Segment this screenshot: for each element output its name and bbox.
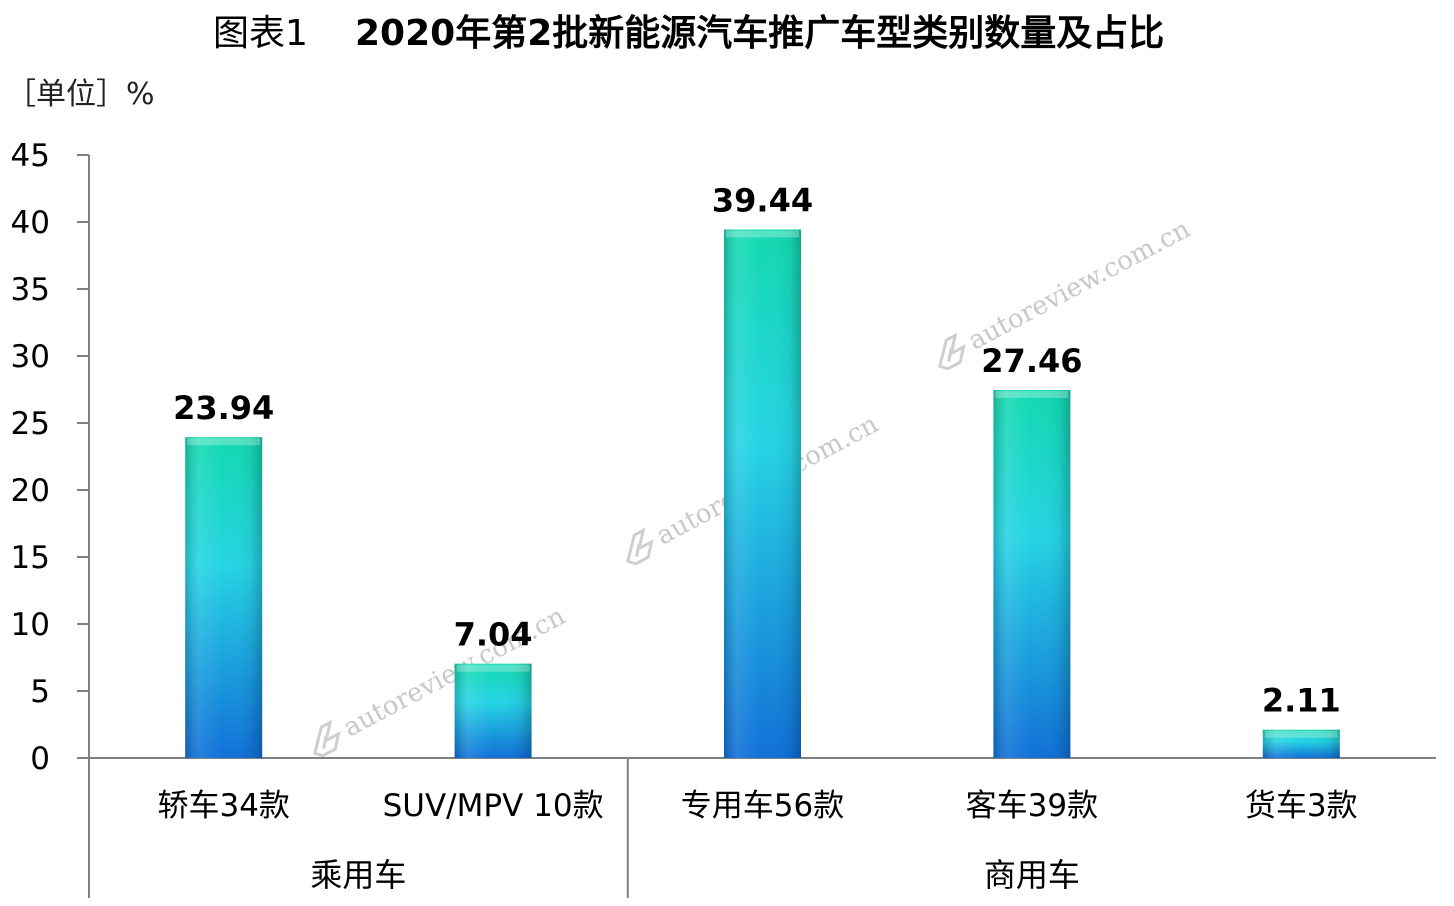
y-tick-label: 20 [11,473,50,509]
group-label: 商用车 [984,856,1080,894]
data-label: 23.94 [173,389,274,427]
y-tick-label: 5 [30,674,50,710]
category-label: SUV/MPV 10款 [383,788,604,824]
y-tick-label: 45 [11,138,50,174]
bar-highlight [187,438,261,446]
unit-label: ［单位］% [6,77,155,112]
data-label: 2.11 [1262,682,1341,720]
watermark-text: autoreview.com.cn [964,214,1196,356]
bar-highlight [726,230,799,238]
category-label: 客车39款 [966,788,1098,824]
category-label: 轿车34款 [157,788,289,824]
y-tick-label: 0 [30,741,50,777]
data-label: 39.44 [712,182,813,220]
bar-sheen [724,229,801,758]
watermark-logo-icon [313,719,341,758]
y-tick-label: 15 [11,540,50,576]
bar-highlight [995,391,1069,399]
watermark-logo-icon [938,332,966,371]
data-label: 7.04 [454,616,533,654]
group-label: 乘用车 [310,856,406,894]
category-label: 货车3款 [1245,788,1358,824]
bars [185,229,1340,758]
bar-highlight [1264,730,1338,738]
data-label: 27.46 [981,342,1082,380]
chart-title-prefix: 图表1 [213,13,308,54]
bar-sheen [1262,729,1340,758]
bar-sheen [454,663,532,758]
y-tick-label: 30 [11,339,50,375]
watermark-logo-icon [626,527,654,566]
bar-sheen [185,437,263,758]
category-label: 专用车56款 [681,788,844,824]
labels: 23.94 轿车34款 7.04 SUV/MPV 10款 39.44 专用车56款 27.4… [157,182,1357,894]
bar-highlight [456,664,530,672]
y-tick-label: 40 [11,205,50,241]
chart-title: 2020年第2批新能源汽车推广车型类别数量及占比 [355,13,1164,54]
bar-sheen [993,390,1071,758]
y-tick-label: 35 [11,272,50,308]
y-tick-label: 25 [11,406,50,442]
y-tick-label: 10 [11,607,50,643]
